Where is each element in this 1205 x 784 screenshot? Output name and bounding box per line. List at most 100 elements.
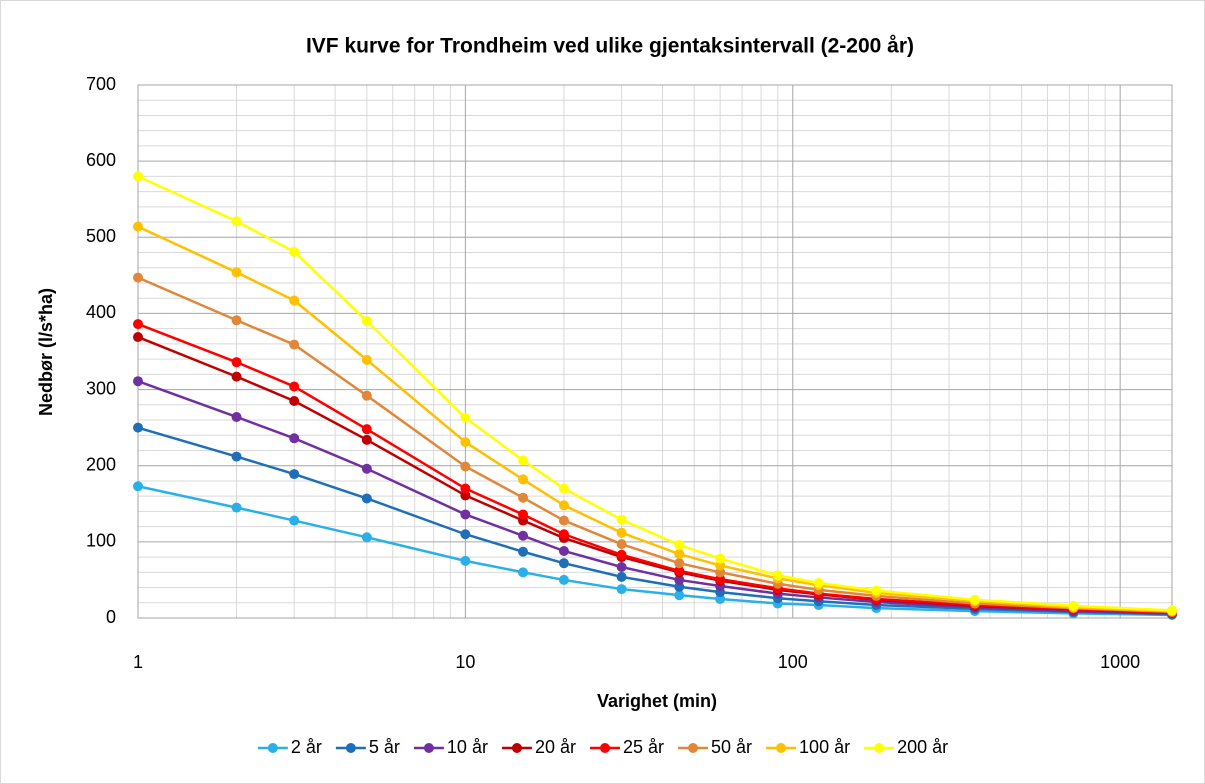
data-point (289, 295, 300, 306)
data-point (772, 570, 783, 581)
data-point (871, 585, 882, 596)
data-point (361, 493, 372, 504)
data-point (1167, 605, 1177, 616)
data-point (460, 483, 471, 494)
legend-marker (423, 743, 434, 753)
data-point (289, 381, 300, 392)
data-point (715, 553, 726, 564)
y-tick-label: 600 (86, 150, 116, 170)
data-point (231, 216, 242, 227)
data-point (231, 267, 242, 278)
series-line (137, 322, 1173, 614)
data-point (361, 424, 372, 435)
data-point (231, 502, 242, 513)
plot-border (137, 84, 1173, 619)
legend-marker (874, 743, 885, 753)
data-point (518, 546, 529, 557)
data-point (289, 246, 300, 257)
legend-item: 10 år (413, 737, 488, 757)
data-point (133, 319, 143, 330)
legend-item: 2 år (257, 737, 322, 757)
data-point (558, 529, 569, 540)
data-point (460, 412, 471, 423)
data-point (361, 434, 372, 445)
data-point (616, 514, 627, 525)
legend-label: 20 år (535, 737, 576, 757)
data-point (813, 577, 824, 588)
legend-label: 50 år (711, 737, 752, 757)
data-point (558, 515, 569, 526)
data-point (289, 469, 300, 480)
data-point (133, 272, 143, 283)
legend-item: 200 år (864, 737, 948, 757)
data-point (460, 490, 471, 501)
data-point (289, 515, 300, 526)
legend: 2 år 5 år 10 år 20 år 25 år 50 år 100 år 200 år (257, 737, 948, 757)
legend-item: 5 år (335, 737, 400, 757)
x-tick-label: 1 (133, 652, 143, 672)
data-point (715, 567, 726, 578)
legend-item: 20 år (501, 737, 576, 757)
data-point (969, 594, 980, 605)
legend-marker (345, 743, 356, 753)
data-point (133, 376, 143, 387)
legend-marker (688, 743, 699, 753)
y-tick-label: 700 (86, 74, 116, 94)
data-point (616, 527, 627, 538)
data-point (289, 395, 300, 406)
data-point (558, 545, 569, 556)
series-line (137, 225, 1173, 613)
data-point (616, 571, 627, 582)
data-point (361, 390, 372, 401)
data-point (460, 555, 471, 566)
series-line (137, 175, 1173, 612)
y-tick-label: 0 (106, 607, 116, 627)
legend-label: 25 år (623, 737, 664, 757)
data-point (460, 461, 471, 472)
data-point (231, 411, 242, 422)
data-point (289, 433, 300, 444)
y-tick-label: 500 (86, 226, 116, 246)
data-point (674, 565, 685, 576)
x-tick-label: 10 (455, 652, 475, 672)
y-tick-label: 200 (86, 454, 116, 474)
data-point (558, 574, 569, 585)
data-point (674, 549, 685, 560)
y-tick-label: 300 (86, 378, 116, 398)
legend-label: 2 år (291, 737, 322, 757)
data-point (674, 574, 685, 585)
legend-item: 25 år (589, 737, 664, 757)
data-point (518, 492, 529, 503)
data-point (133, 422, 143, 433)
legend-marker (267, 743, 278, 753)
data-point (231, 315, 242, 326)
data-point (361, 316, 372, 327)
data-point (674, 539, 685, 550)
series-line (137, 485, 1173, 617)
data-point (289, 339, 300, 350)
data-point (616, 539, 627, 550)
data-point (518, 530, 529, 541)
legend-label: 10 år (447, 737, 488, 757)
x-tick-label: 100 (778, 652, 808, 672)
series-line (137, 426, 1173, 616)
series-line (137, 380, 1173, 615)
data-point (518, 474, 529, 485)
data-point (715, 574, 726, 585)
data-point (674, 581, 685, 592)
plot (133, 171, 1177, 620)
legend-marker (776, 743, 787, 753)
x-axis-label: Varighet (min) (597, 691, 717, 711)
legend-marker (511, 743, 522, 753)
data-point (558, 483, 569, 494)
y-axis-label: Nedbør (l/s*ha) (36, 288, 56, 416)
y-tick-label: 100 (86, 531, 116, 551)
legend-marker (599, 743, 610, 753)
legend-label: 100 år (799, 737, 850, 757)
data-point (133, 481, 143, 492)
data-point (1068, 600, 1079, 611)
data-point (361, 463, 372, 474)
data-point (133, 332, 143, 343)
